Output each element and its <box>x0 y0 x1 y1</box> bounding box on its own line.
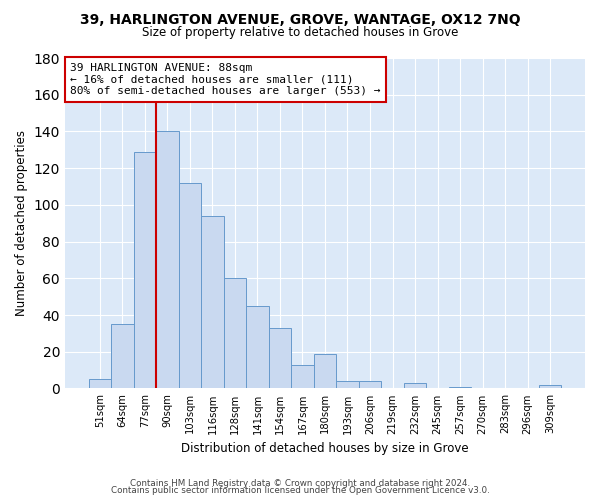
X-axis label: Distribution of detached houses by size in Grove: Distribution of detached houses by size … <box>181 442 469 455</box>
Bar <box>111 324 134 388</box>
Bar <box>269 328 291 388</box>
Text: Contains HM Land Registry data © Crown copyright and database right 2024.: Contains HM Land Registry data © Crown c… <box>130 478 470 488</box>
Bar <box>539 385 562 388</box>
Bar <box>449 386 472 388</box>
Bar <box>314 354 336 388</box>
Y-axis label: Number of detached properties: Number of detached properties <box>15 130 28 316</box>
Text: 39 HARLINGTON AVENUE: 88sqm
← 16% of detached houses are smaller (111)
80% of se: 39 HARLINGTON AVENUE: 88sqm ← 16% of det… <box>70 63 380 96</box>
Bar <box>359 381 381 388</box>
Bar <box>201 216 224 388</box>
Bar <box>224 278 246 388</box>
Bar <box>291 364 314 388</box>
Bar <box>179 183 201 388</box>
Bar <box>156 132 179 388</box>
Text: Size of property relative to detached houses in Grove: Size of property relative to detached ho… <box>142 26 458 39</box>
Text: 39, HARLINGTON AVENUE, GROVE, WANTAGE, OX12 7NQ: 39, HARLINGTON AVENUE, GROVE, WANTAGE, O… <box>80 12 520 26</box>
Bar <box>404 383 426 388</box>
Bar <box>246 306 269 388</box>
Bar <box>134 152 156 388</box>
Text: Contains public sector information licensed under the Open Government Licence v3: Contains public sector information licen… <box>110 486 490 495</box>
Bar <box>336 381 359 388</box>
Bar <box>89 380 111 388</box>
